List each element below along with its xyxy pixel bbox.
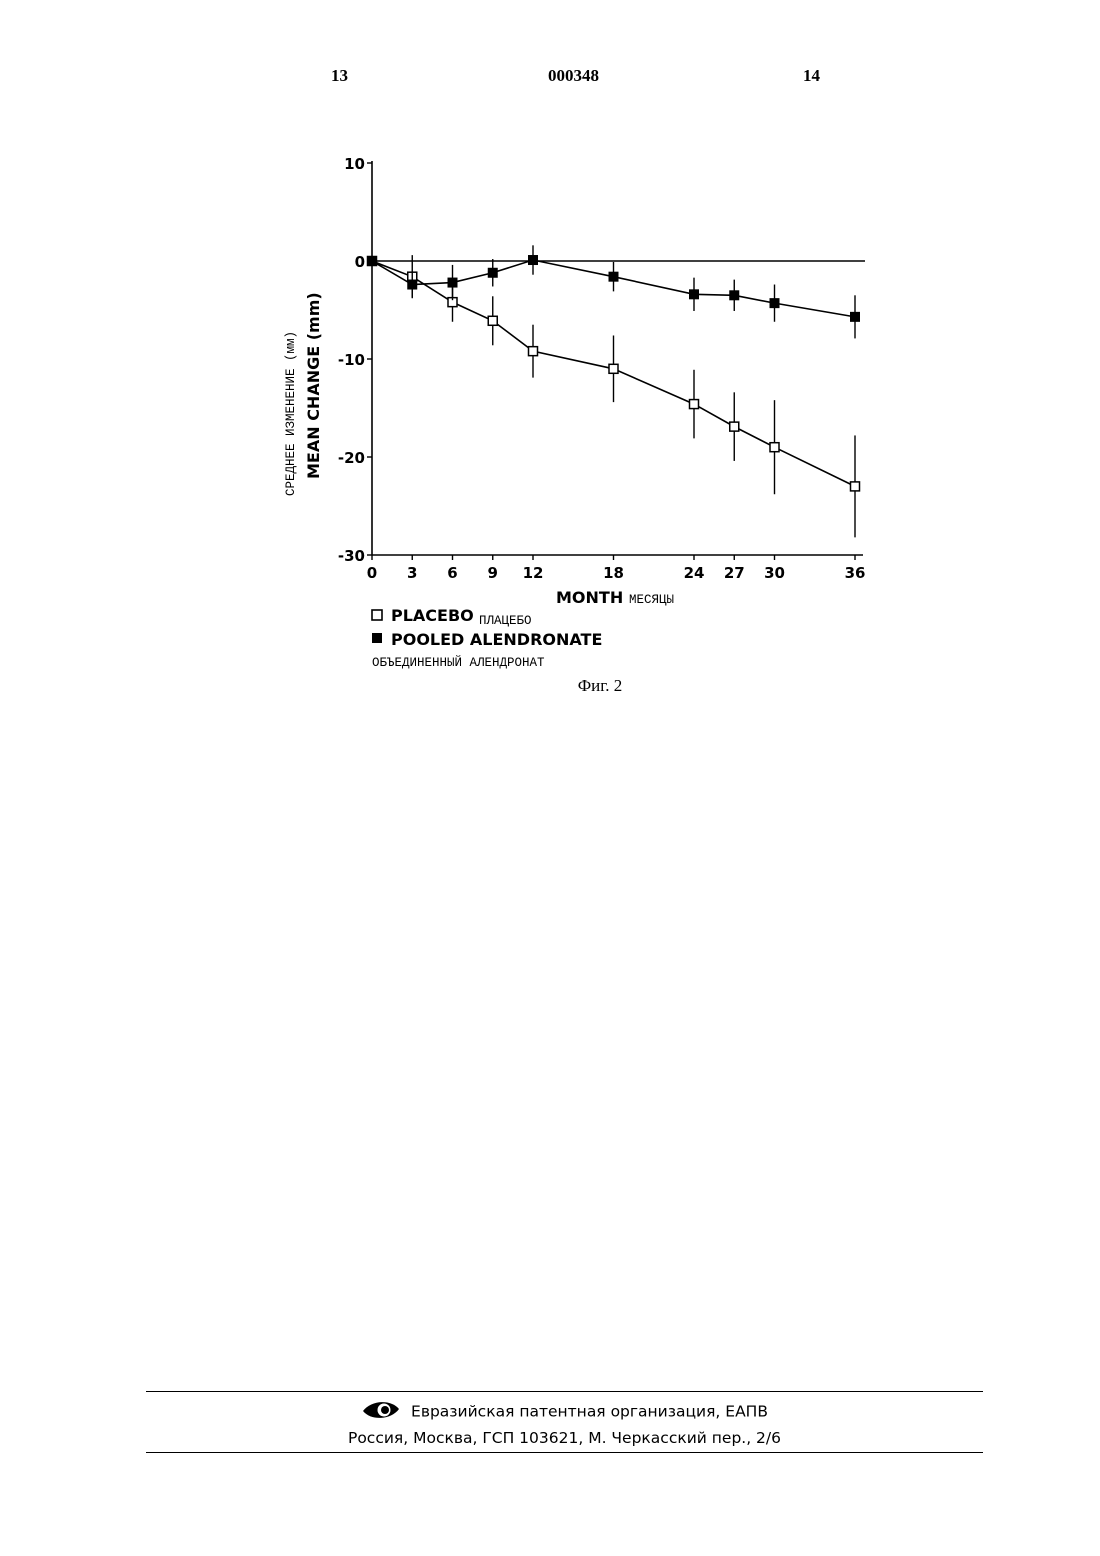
data-point xyxy=(529,347,538,356)
chart-axes xyxy=(372,161,865,555)
data-point xyxy=(448,278,457,287)
legend-label-alendronate-ru: ОБЪЕДИНЕННЫЙ АЛЕНДРОНАТ xyxy=(372,655,545,670)
data-point xyxy=(770,299,779,308)
data-point xyxy=(730,291,739,300)
data-point xyxy=(690,290,699,299)
x-tick-label: 27 xyxy=(724,564,745,582)
figure-caption: Фиг. 2 xyxy=(560,676,640,696)
series-alendronate xyxy=(368,245,860,338)
data-point xyxy=(488,316,497,325)
footer-org-line: Евразийская патентная организация, ЕАПВ xyxy=(146,1398,983,1426)
x-tick-label: 3 xyxy=(407,564,417,582)
legend-marker-placebo xyxy=(372,610,382,620)
chart-legend: PLACEBO ПЛАЦЕБО POOLED ALENDRONATE ОБЪЕД… xyxy=(372,606,602,670)
data-point xyxy=(408,280,417,289)
x-axis-label-ru: МЕСЯЦЫ xyxy=(629,593,674,607)
x-tick-label: 12 xyxy=(523,564,544,582)
mean-change-chart: 0369121824273036 100-10-20-30 СРЕДНЕЕ ИЗ… xyxy=(0,0,1100,720)
footer-org: Евразийская патентная организация, ЕАПВ xyxy=(411,1403,768,1421)
x-tick-label: 30 xyxy=(764,564,785,582)
data-point xyxy=(770,443,779,452)
data-point xyxy=(690,400,699,409)
y-axis-label: MEAN CHANGE (mm) xyxy=(304,292,323,479)
legend-label-placebo-ru: ПЛАЦЕБО xyxy=(479,614,532,628)
y-axis-label-ru: СРЕДНЕЕ ИЗМЕНЕНИЕ (мм) xyxy=(284,331,298,496)
x-tick-label: 6 xyxy=(447,564,457,582)
x-tick-label: 0 xyxy=(367,564,377,582)
x-tick-label: 9 xyxy=(488,564,498,582)
footer-address: Россия, Москва, ГСП 103621, М. Черкасски… xyxy=(146,1429,983,1447)
x-tick-label: 18 xyxy=(603,564,624,582)
data-point xyxy=(609,272,618,281)
legend-label-placebo: PLACEBO xyxy=(391,606,474,625)
y-tick-label: 10 xyxy=(344,155,365,173)
x-tick-label: 36 xyxy=(845,564,866,582)
footer-bottom-rule xyxy=(146,1452,983,1453)
data-point xyxy=(851,312,860,321)
y-tick-label: -30 xyxy=(338,547,365,565)
x-axis-ticks: 0369121824273036 xyxy=(367,555,866,582)
data-point xyxy=(529,256,538,265)
plot-area xyxy=(368,245,860,537)
y-tick-label: -10 xyxy=(338,351,365,369)
data-point xyxy=(730,422,739,431)
legend-label-alendronate: POOLED ALENDRONATE xyxy=(391,630,602,649)
series-placebo xyxy=(368,255,860,537)
eapo-logo-icon xyxy=(361,1398,401,1426)
data-point xyxy=(368,257,377,266)
legend-marker-alendronate xyxy=(372,633,382,643)
footer-top-rule xyxy=(146,1391,983,1392)
y-tick-label: 0 xyxy=(355,253,365,271)
data-point xyxy=(851,482,860,491)
data-point xyxy=(609,364,618,373)
data-point xyxy=(488,268,497,277)
y-axis-ticks: 10 0 -10 -20 -30 xyxy=(338,155,372,565)
y-tick-label: -20 xyxy=(338,449,365,467)
x-axis-label: MONTH xyxy=(556,588,623,607)
x-tick-label: 24 xyxy=(684,564,705,582)
